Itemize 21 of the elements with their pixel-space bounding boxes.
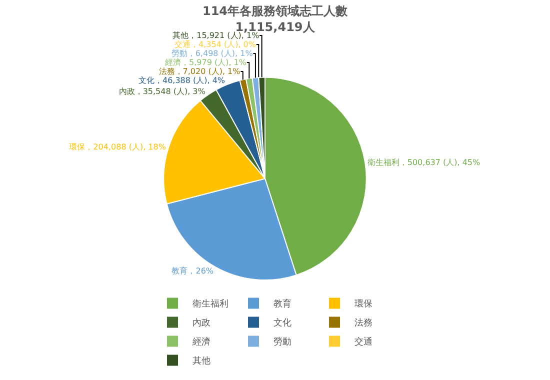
data-label: 教育，26% (172, 266, 214, 276)
legend-label: 教育 (274, 298, 292, 310)
legend-label: 衛生福利 (192, 298, 228, 310)
legend-label: 內政 (192, 318, 210, 329)
legend-label: 文化 (274, 318, 292, 329)
data-label: 勞動，6,498 (人), 1% (171, 48, 254, 58)
data-label: 法務，7,020 (人), 1% (158, 66, 241, 76)
legend-label: 環保 (354, 298, 372, 310)
data-label: 內政，35,548 (人), 3% (118, 87, 206, 96)
legend-label: 法務 (354, 318, 372, 329)
legend-label: 經濟 (192, 336, 210, 348)
chart-title: 114年各服務領域志工人數 (202, 4, 349, 18)
data-label: 環保，204,088 (人), 18% (69, 142, 166, 152)
legend-label: 其他 (192, 356, 210, 367)
text: 交通，4,354 (人), 0% (174, 40, 256, 49)
chart-subtitle: 1,115,419人 (235, 20, 316, 34)
legend-label: 交通 (354, 336, 372, 348)
data-label: 衛生福利，500,637 (人), 45% (367, 158, 481, 168)
data-label: 經濟，5,979 (人), 1% (164, 58, 247, 67)
data-label: 文化，46,388 (人), 4% (138, 76, 226, 85)
legend-label: 勞動 (274, 336, 292, 348)
